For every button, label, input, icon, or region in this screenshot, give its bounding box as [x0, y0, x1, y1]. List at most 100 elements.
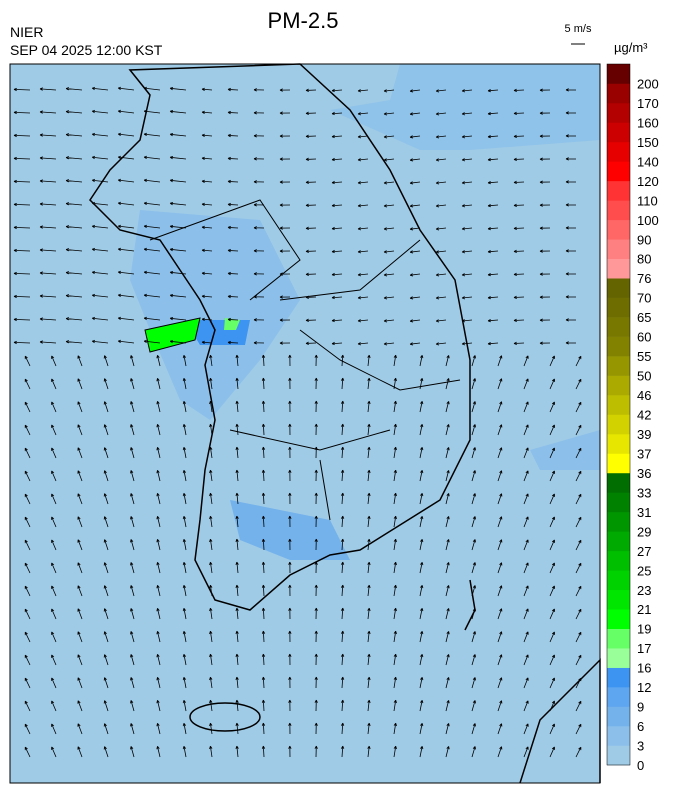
- wind-arrow: [340, 515, 345, 528]
- wind-arrow: [130, 677, 135, 689]
- wind-arrow: [13, 248, 31, 253]
- map-background: [10, 64, 600, 783]
- wind-arrow: [39, 340, 57, 344]
- wind-arrow: [51, 654, 57, 666]
- wind-arrow: [409, 89, 421, 93]
- wind-arrow: [539, 318, 551, 322]
- wind-arrow: [305, 226, 317, 230]
- wind-arrow: [471, 700, 476, 712]
- wind-arrow: [331, 318, 343, 323]
- wind-arrow: [209, 446, 213, 459]
- wind-arrow: [331, 88, 343, 93]
- wind-arrow: [235, 699, 239, 712]
- wind-arrow: [235, 653, 239, 666]
- wind-arrow: [513, 111, 525, 116]
- wind-arrow: [445, 746, 450, 758]
- wind-arrow: [513, 203, 525, 208]
- wind-arrow: [143, 178, 161, 183]
- wind-arrow: [156, 355, 161, 367]
- wind-arrow: [227, 133, 239, 138]
- wind-arrow: [143, 339, 161, 344]
- wind-arrow: [39, 87, 57, 91]
- wind-arrow: [77, 631, 83, 643]
- wind-arrow: [130, 631, 135, 643]
- wind-arrow: [39, 110, 57, 114]
- wind-arrow: [51, 608, 57, 620]
- wind-arrow: [209, 745, 213, 758]
- wind-arrow: [409, 204, 421, 208]
- wind-arrow: [143, 109, 161, 114]
- wind-arrow: [77, 562, 83, 574]
- wind-arrow: [209, 469, 213, 482]
- wind-arrow: [13, 317, 31, 322]
- wind-arrow: [77, 401, 83, 413]
- wind-arrow: [288, 722, 292, 735]
- wind-arrow: [461, 296, 473, 300]
- wind-arrow: [103, 516, 109, 528]
- wind-arrow: [357, 135, 369, 139]
- wind-arrow: [487, 318, 499, 323]
- wind-arrow: [227, 225, 239, 230]
- wind-arrow: [51, 746, 57, 758]
- wind-arrow: [314, 745, 318, 758]
- wind-arrow: [471, 539, 476, 551]
- wind-arrow: [117, 316, 135, 321]
- wind-arrow: [51, 516, 57, 528]
- wind-arrow: [65, 156, 83, 160]
- wind-arrow: [117, 224, 135, 229]
- colorbar-segment: [607, 356, 630, 376]
- colorbar-segment: [607, 219, 630, 240]
- wind-arrow: [461, 273, 473, 277]
- wind-arrow: [39, 202, 57, 206]
- wind-arrow: [227, 271, 239, 276]
- wind-arrow: [77, 378, 83, 390]
- wind-arrow: [91, 316, 109, 321]
- wind-arrow: [117, 132, 135, 137]
- wind-arrow: [130, 562, 135, 574]
- wind-arrow: [393, 423, 397, 436]
- wind-arrow: [549, 700, 555, 712]
- wind-arrow: [383, 112, 395, 116]
- wind-arrow: [565, 295, 577, 299]
- wind-arrow: [201, 179, 213, 184]
- wind-arrow: [314, 423, 318, 436]
- wind-arrow: [497, 746, 503, 758]
- wind-arrow: [91, 201, 109, 206]
- colorbar-segment: [607, 453, 630, 474]
- wind-arrow: [575, 378, 582, 390]
- wind-arrow: [383, 227, 395, 231]
- map: [9, 63, 601, 784]
- wind-arrow: [288, 400, 292, 413]
- wind-arrow: [77, 493, 83, 505]
- wind-arrow: [314, 400, 318, 413]
- wind-arrow: [288, 446, 292, 459]
- wind-arrow: [235, 538, 239, 551]
- wind-arrow: [103, 424, 109, 436]
- colorbar-label: 39: [637, 427, 651, 442]
- colorbar-segment: [607, 336, 630, 357]
- wind-arrow: [461, 89, 473, 93]
- wind-arrow: [419, 699, 424, 712]
- wind-arrow: [357, 319, 369, 323]
- wind-arrow: [523, 516, 529, 528]
- colorbar-label: 110: [637, 193, 658, 208]
- colorbar-label: 29: [637, 524, 651, 539]
- wind-arrow: [51, 562, 57, 574]
- wind-arrow: [575, 631, 582, 643]
- colorbar-label: 46: [637, 388, 651, 403]
- wind-arrow: [13, 133, 31, 138]
- wind-arrow: [539, 157, 551, 161]
- wind-arrow: [51, 539, 57, 551]
- colorbar-segment: [607, 83, 630, 104]
- wind-arrow: [261, 653, 266, 666]
- wind-arrow: [209, 561, 213, 574]
- wind-arrow: [549, 355, 555, 367]
- wind-arrow: [261, 446, 266, 459]
- wind-arrow: [103, 355, 109, 367]
- wind-arrow: [24, 746, 31, 758]
- colorbar-segment: [607, 102, 630, 123]
- wind-arrow: [39, 271, 57, 275]
- wind-arrow: [357, 250, 369, 254]
- wind-arrow: [253, 295, 265, 299]
- wind-arrow: [65, 271, 83, 275]
